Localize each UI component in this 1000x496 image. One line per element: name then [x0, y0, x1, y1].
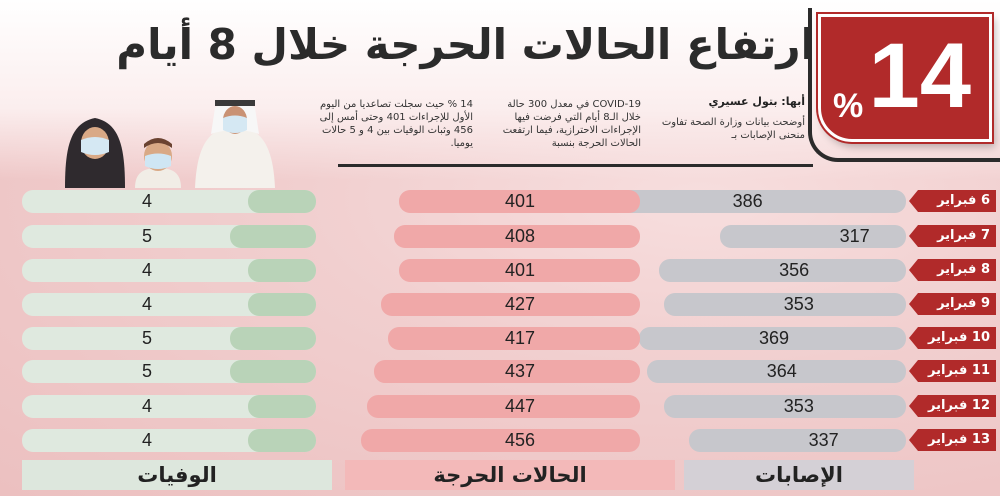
- percent-sign: %: [833, 87, 864, 125]
- critical-bar: 417: [388, 327, 640, 350]
- date-label: 11 فبراير: [909, 360, 996, 382]
- deaths-fill: [230, 360, 316, 383]
- injuries-bar: 337: [688, 429, 906, 452]
- injuries-value: 353: [783, 294, 814, 314]
- date-label: 6 فبراير: [909, 190, 996, 212]
- deaths-fill: [248, 293, 316, 316]
- injuries-value: 317: [839, 226, 870, 246]
- injuries-value: 386: [732, 191, 763, 211]
- deaths-value: 4: [141, 260, 152, 280]
- article-text-3: 14 % حيث سجلت تصاعديا من اليوم الأول للإ…: [319, 99, 473, 149]
- author-byline: أبها: بتول عسيري: [708, 95, 805, 108]
- table-row: 8 فبراير 356 401 4: [0, 255, 1000, 285]
- deaths-value: 4: [141, 430, 152, 450]
- percent-badge: 14 %: [818, 14, 992, 142]
- injuries-bar: 369: [639, 327, 906, 350]
- header-deaths: الوفيات: [22, 460, 332, 490]
- divider-line: [338, 164, 813, 167]
- critical-bar: 401: [399, 190, 640, 213]
- critical-value: 417: [504, 328, 535, 348]
- injuries-bar: 353: [663, 395, 906, 418]
- injuries-value: 353: [783, 396, 814, 416]
- deaths-fill: [248, 395, 316, 418]
- date-label: 12 فبراير: [909, 395, 996, 417]
- table-row: 11 فبراير 364 437 5: [0, 356, 1000, 386]
- deaths-fill: [248, 429, 316, 452]
- critical-value: 456: [504, 430, 535, 450]
- deaths-bar: 4: [22, 429, 316, 452]
- injuries-bar: 364: [646, 360, 906, 383]
- header-injuries: الإصابات: [684, 460, 914, 490]
- table-row: 9 فبراير 353 427 4: [0, 289, 1000, 319]
- table-row: 12 فبراير 353 447 4: [0, 391, 1000, 421]
- critical-value: 437: [504, 361, 535, 381]
- deaths-bar: 5: [22, 225, 316, 248]
- table-row: 10 فبراير 369 417 5: [0, 323, 1000, 353]
- critical-bar: 456: [360, 429, 640, 452]
- injuries-bar: 317: [719, 225, 906, 248]
- deaths-fill: [248, 190, 316, 213]
- deaths-value: 4: [141, 294, 152, 314]
- deaths-bar: 4: [22, 190, 316, 213]
- percent-value: 14: [868, 25, 971, 127]
- table-row: 13 فبراير 337 456 4: [0, 425, 1000, 455]
- table-row: 6 فبراير 386 401 4: [0, 186, 1000, 216]
- deaths-value: 5: [141, 226, 152, 246]
- deaths-bar: 4: [22, 293, 316, 316]
- header-critical: الحالات الحرجة: [345, 460, 675, 490]
- deaths-bar: 5: [22, 327, 316, 350]
- injuries-bar: 353: [663, 293, 906, 316]
- date-label: 8 فبراير: [909, 259, 996, 281]
- deaths-bar: 4: [22, 395, 316, 418]
- injuries-bar: 356: [659, 259, 906, 282]
- injuries-bar: 386: [612, 190, 906, 213]
- critical-value: 447: [504, 396, 535, 416]
- injuries-value: 337: [808, 430, 839, 450]
- deaths-fill: [230, 327, 316, 350]
- date-label: 13 فبراير: [909, 429, 996, 451]
- article-text-1: أوضحت بيانات وزارة الصحة تفاوت منحنى الإ…: [661, 117, 805, 141]
- article-text-2: COVID-19 في معدل 300 حالة خلال الـ8 أيام…: [502, 99, 641, 149]
- critical-value: 401: [504, 191, 535, 211]
- injuries-value: 369: [759, 328, 790, 348]
- critical-bar: 401: [399, 259, 640, 282]
- date-label: 10 فبراير: [909, 327, 996, 349]
- injuries-value: 364: [766, 361, 797, 381]
- critical-bar: 408: [394, 225, 640, 248]
- critical-value: 427: [504, 294, 535, 314]
- table-row: 7 فبراير 317 408 5: [0, 221, 1000, 251]
- critical-value: 401: [504, 260, 535, 280]
- date-label: 9 فبراير: [909, 293, 996, 315]
- deaths-value: 4: [141, 191, 152, 211]
- deaths-bar: 4: [22, 259, 316, 282]
- critical-bar: 427: [381, 293, 640, 316]
- deaths-value: 4: [141, 396, 152, 416]
- critical-bar: 437: [374, 360, 640, 383]
- deaths-bar: 5: [22, 360, 316, 383]
- deaths-fill: [230, 225, 316, 248]
- critical-bar: 447: [367, 395, 640, 418]
- deaths-value: 5: [141, 328, 152, 348]
- injuries-value: 356: [779, 260, 810, 280]
- deaths-value: 5: [141, 361, 152, 381]
- deaths-fill: [248, 259, 316, 282]
- page-title: ارتفاع الحالات الحرجة خلال 8 أيام: [116, 20, 815, 69]
- date-label: 7 فبراير: [909, 225, 996, 247]
- masked-family-illustration: [65, 100, 275, 188]
- critical-value: 408: [504, 226, 535, 246]
